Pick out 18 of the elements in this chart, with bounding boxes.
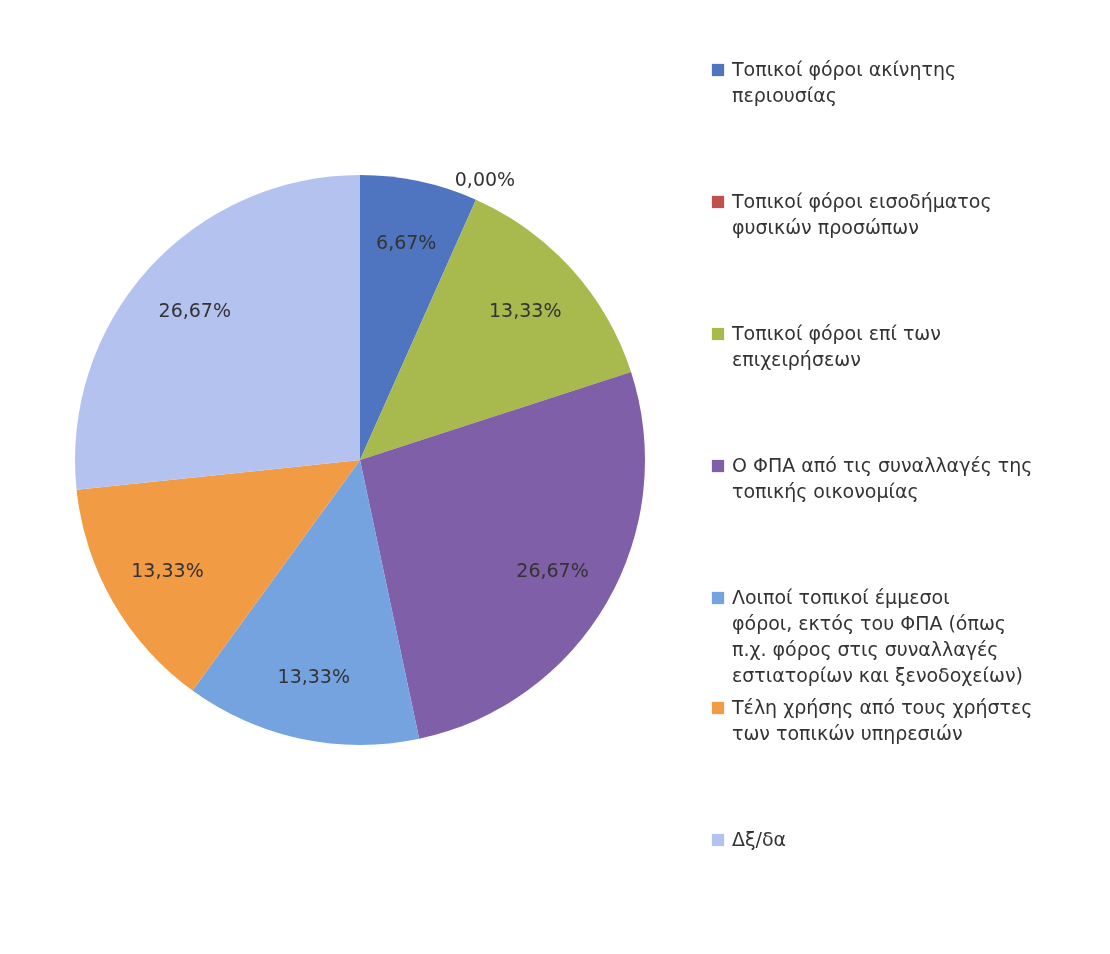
legend-label: Δξ/δα — [732, 828, 787, 850]
legend-label: Τοπικοί φόροι ακίνητης περιουσίας — [731, 58, 957, 106]
legend-label: Τοπικοί φόροι εισοδήματος φυσικών προσώπων — [731, 190, 992, 238]
pie-slice — [75, 175, 360, 490]
legend-label: Λοιποί τοπικοί έμμεσοι φόροι, εκτός του ΦΠΑ (όπως π.χ. φόρος στις συναλλαγές εστιατορίων και ξενοδοχείων) — [732, 586, 1023, 686]
pie-slice — [360, 199, 632, 460]
data-label: 26,67% — [158, 299, 232, 322]
pie-slice — [76, 460, 360, 691]
data-label: 6,67% — [376, 230, 437, 253]
legend-label: Τοπικοί φόροι επί των επιχειρήσεων — [731, 322, 941, 370]
legend-label: Ο ΦΠΑ από τις συναλλαγές της τοπικής οικονομίας — [732, 454, 1033, 502]
text: 0,00% — [454, 167, 516, 190]
data-label: 13,33% — [277, 665, 350, 688]
data-label: 13,33% — [488, 299, 562, 322]
pie-slice — [360, 371, 645, 739]
data-label: 26,67% — [516, 559, 589, 582]
data-label: 13,33% — [131, 559, 204, 582]
legend-label: Τέλη χρήσης από τους χρήστες των τοπικών υπηρεσιών — [731, 696, 1033, 744]
